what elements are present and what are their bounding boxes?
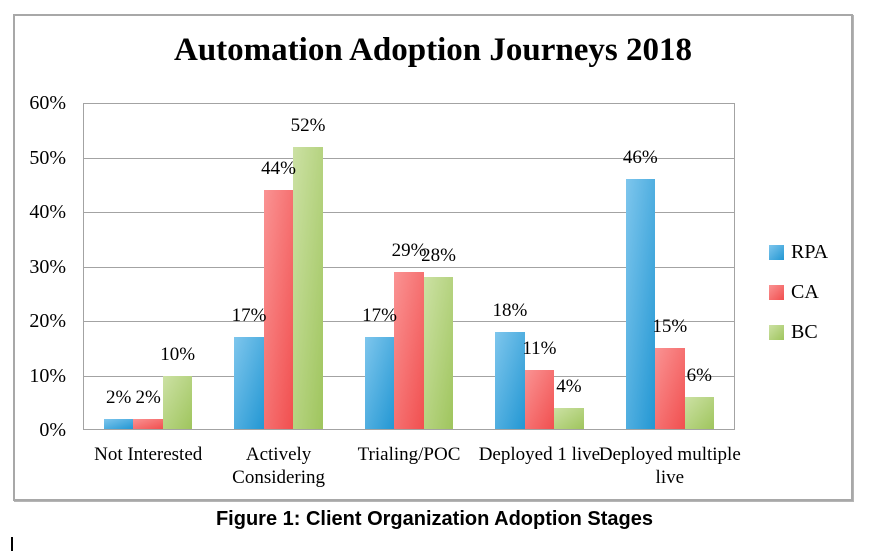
y-axis-tick-label: 30% xyxy=(29,255,66,278)
bar-rpa-not-interested xyxy=(103,419,134,429)
x-axis-category-label: Not Interested xyxy=(94,444,203,465)
bar-bc-trialing-poc xyxy=(423,277,454,429)
legend-label: BC xyxy=(791,321,818,343)
legend-item-ca: CA xyxy=(769,280,828,304)
bar-ca-trialing-poc xyxy=(394,271,424,429)
y-axis-tick-label: 40% xyxy=(29,201,66,223)
bar-bc-not-interested xyxy=(162,375,193,429)
bar-bc-deployed-multiple-live xyxy=(684,397,715,429)
bar-ca-not-interested xyxy=(133,419,163,429)
bar-value-label: 4% xyxy=(556,376,582,398)
bar-bc-deployed-1-live xyxy=(554,408,584,429)
legend-item-rpa: RPA xyxy=(769,240,828,264)
legend: RPA CA BC xyxy=(769,240,828,360)
bar-ca-actively-considering xyxy=(263,190,294,429)
bar-rpa-trialing-poc xyxy=(364,337,395,429)
bar-value-label: 17% xyxy=(231,305,267,327)
x-axis-category-label: Deployed multiple live xyxy=(598,444,741,488)
y-axis-tick-label: 20% xyxy=(29,310,66,332)
y-axis-tick-label: 10% xyxy=(29,364,66,387)
bar-rpa-actively-considering xyxy=(234,337,264,429)
bar-ca-deployed-1-live xyxy=(524,370,555,429)
bar-value-label: 52% xyxy=(290,114,326,136)
y-axis-tick-label: 0% xyxy=(39,419,66,441)
rpa-legend-swatch xyxy=(769,244,784,260)
text-cursor xyxy=(11,537,13,551)
bar-value-label: 44% xyxy=(261,158,296,180)
bar-value-label: 6% xyxy=(686,365,712,387)
x-axis-category-label: Actively Considering xyxy=(232,444,326,488)
bar-value-label: 15% xyxy=(652,316,688,338)
bar-value-label: 17% xyxy=(362,305,397,327)
bar-value-label: 18% xyxy=(492,299,528,321)
y-axis-tick-label: 50% xyxy=(29,146,66,169)
bar-ca-deployed-multiple-live xyxy=(655,348,685,429)
bar-value-label: 29% xyxy=(391,239,427,261)
bc-legend-swatch xyxy=(769,324,784,340)
bar-value-label: 2% xyxy=(135,387,161,409)
x-axis-category-label: Trialing/POC xyxy=(357,444,461,465)
gridline xyxy=(84,266,734,268)
chart-title: Automation Adoption Journeys 2018 xyxy=(174,32,692,68)
bar-rpa-deployed-multiple-live xyxy=(625,179,656,429)
y-axis-tick-label: 60% xyxy=(29,92,66,114)
bar-value-label: 28% xyxy=(421,245,456,267)
legend-item-bc: BC xyxy=(769,320,828,344)
figure-caption: Figure 1: Client Organization Adoption S… xyxy=(215,508,654,530)
ca-legend-swatch xyxy=(769,284,784,300)
gridline xyxy=(84,212,734,214)
bar-value-label: 11% xyxy=(522,338,557,360)
bar-value-label: 46% xyxy=(622,147,658,169)
bar-value-label: 2% xyxy=(106,387,132,409)
legend-label: CA xyxy=(791,281,819,303)
bar-bc-actively-considering xyxy=(293,146,323,429)
bar-value-label: 10% xyxy=(160,343,196,365)
legend-label: RPA xyxy=(791,241,829,263)
bar-rpa-deployed-1-live xyxy=(495,331,525,429)
gridline xyxy=(84,157,734,159)
x-axis-category-label: Deployed 1 live xyxy=(478,444,601,465)
